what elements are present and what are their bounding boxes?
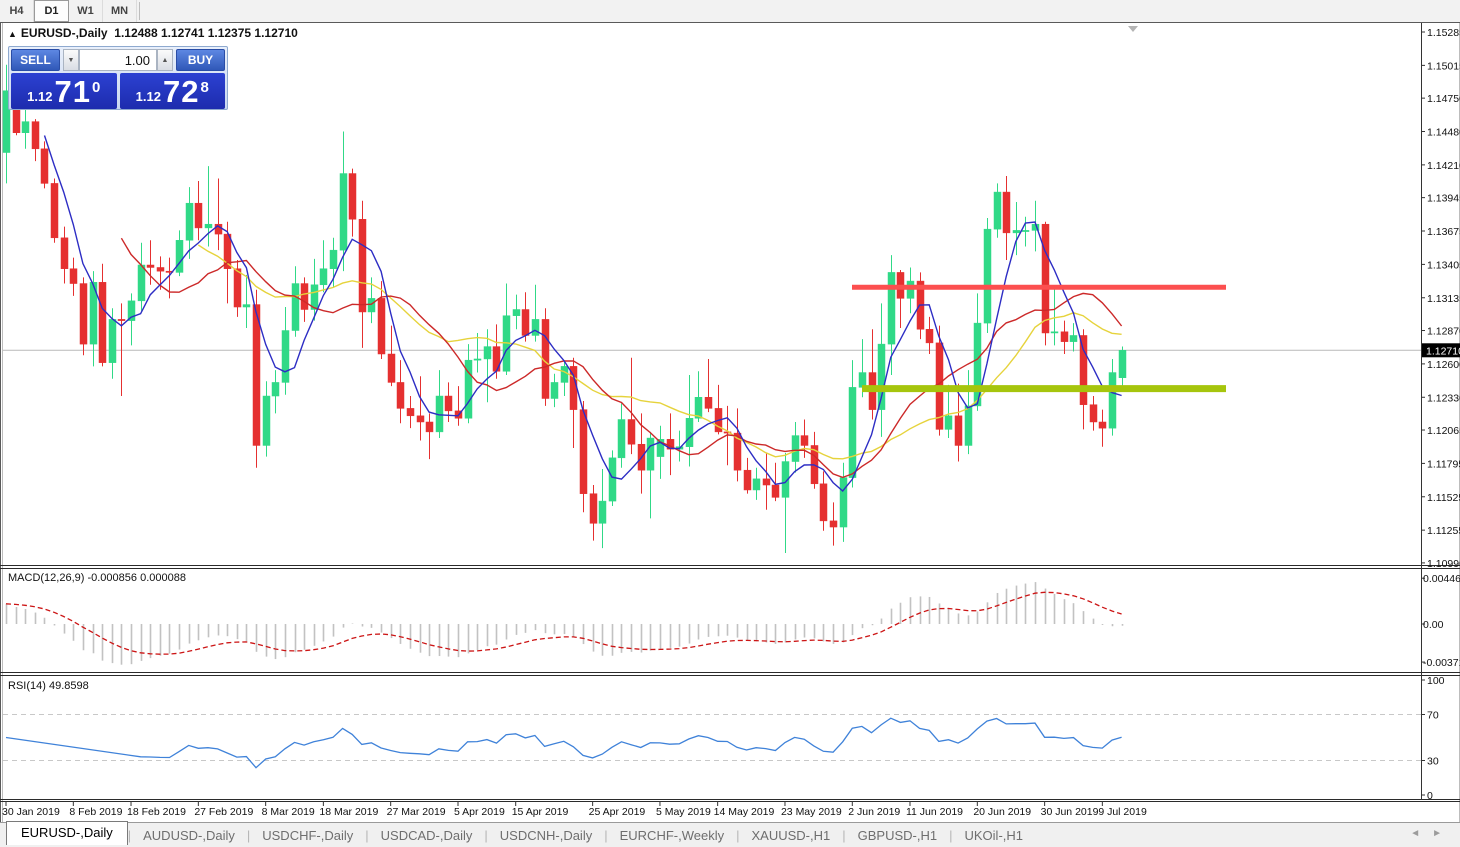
ask-big-digits: 72 [162, 74, 200, 109]
buy-button[interactable]: BUY [176, 49, 225, 71]
tab-separator: | [736, 828, 740, 843]
svg-text:0.004465: 0.004465 [1423, 573, 1460, 585]
symbol-tab-ukoil[interactable]: UKOil-,H1 [964, 828, 1024, 843]
timeframe-toolbar: H4 D1 W1 MN [0, 0, 1460, 23]
svg-text:2 Jun 2019: 2 Jun 2019 [848, 806, 900, 818]
svg-text:25 Apr 2019: 25 Apr 2019 [589, 806, 646, 818]
svg-text:8 Feb 2019: 8 Feb 2019 [69, 806, 122, 818]
symbol-tab-xauusd[interactable]: XAUUSD-,H1 [751, 828, 831, 843]
svg-text:5 May 2019: 5 May 2019 [656, 806, 711, 818]
volume-input[interactable]: 1.00 [79, 49, 157, 71]
svg-text:1.14480: 1.14480 [1427, 127, 1460, 139]
svg-text:1.12330: 1.12330 [1427, 392, 1460, 404]
bid-sup-digit: 0 [91, 79, 101, 96]
symbol-up-triangle-icon: ▲ [8, 29, 17, 39]
tab-separator: | [246, 828, 251, 843]
svg-text:27 Mar 2019: 27 Mar 2019 [387, 806, 446, 818]
svg-text:1.12710: 1.12710 [1426, 345, 1460, 357]
svg-text:5 Apr 2019: 5 Apr 2019 [454, 806, 505, 818]
svg-text:1.15015: 1.15015 [1427, 60, 1460, 72]
symbol-tab-usdcnh[interactable]: USDCNH-,Daily [499, 828, 593, 843]
symbol-tab-eurchf[interactable]: EURCHF-,Weekly [619, 828, 725, 843]
chart-title: ▲ EURUSD-,Daily 1.12488 1.12741 1.12375 1… [8, 26, 298, 40]
svg-text:RSI(14) 49.8598: RSI(14) 49.8598 [8, 680, 89, 692]
svg-text:1.11795: 1.11795 [1427, 458, 1460, 470]
sell-button[interactable]: SELL [11, 49, 60, 71]
down-arrow-icon: ▼ [67, 56, 75, 64]
svg-text:1.13405: 1.13405 [1427, 259, 1460, 271]
chart-title-symbol: EURUSD-,Daily [20, 26, 108, 40]
ask-quote[interactable]: 1.12 72 8 [119, 73, 225, 109]
svg-text:9 Jul 2019: 9 Jul 2019 [1098, 806, 1147, 818]
autoscroll-down-icon [1128, 26, 1138, 32]
bid-prefix: 1.12 [27, 89, 53, 104]
svg-text:100: 100 [1427, 675, 1445, 687]
tab-separator: | [127, 828, 132, 843]
one-click-trade-panel: SELL ▼ 1.00 ▲ BUY 1.12 71 0 1.12 72 8 [8, 46, 228, 110]
up-arrow-icon: ▲ [161, 56, 169, 64]
svg-text:1.13945: 1.13945 [1427, 193, 1460, 205]
symbol-tab-usdcad[interactable]: USDCAD-,Daily [380, 828, 473, 843]
svg-text:1.11255: 1.11255 [1427, 525, 1460, 537]
symbol-tab-audusd[interactable]: AUDUSD-,Daily [143, 828, 235, 843]
tab-scroll-right-button[interactable]: ► [1432, 828, 1454, 839]
bid-quote[interactable]: 1.12 71 0 [11, 73, 117, 109]
svg-text:11 Jun 2019: 11 Jun 2019 [906, 806, 963, 818]
svg-text:0: 0 [1427, 790, 1433, 802]
svg-text:30 Jun 2019: 30 Jun 2019 [1041, 806, 1099, 818]
svg-text:1.12600: 1.12600 [1427, 359, 1460, 371]
tab-separator: | [484, 828, 488, 843]
volume-decrement-button[interactable]: ▼ [63, 49, 79, 71]
timeframe-button-d1[interactable]: D1 [34, 0, 69, 22]
svg-text:1.15285: 1.15285 [1427, 27, 1460, 39]
svg-text:1.14750: 1.14750 [1427, 93, 1460, 105]
svg-text:1.12870: 1.12870 [1427, 326, 1460, 338]
svg-text:1.12065: 1.12065 [1427, 425, 1460, 437]
svg-text:15 Apr 2019: 15 Apr 2019 [512, 806, 569, 818]
ask-sup-digit: 8 [200, 79, 209, 96]
bid-big-digits: 71 [54, 74, 91, 109]
svg-text:70: 70 [1427, 710, 1439, 722]
svg-text:0.00: 0.00 [1423, 619, 1444, 631]
ask-prefix: 1.12 [135, 89, 161, 104]
svg-text:14 May 2019: 14 May 2019 [714, 806, 775, 818]
svg-text:30 Jan 2019: 30 Jan 2019 [2, 806, 60, 818]
tab-separator: | [949, 828, 953, 843]
symbol-tab-bar: EURUSD-,Daily | AUDUSD-,Daily | USDCHF-,Dail… [0, 820, 1460, 847]
symbol-tab-usdchf[interactable]: USDCHF-,Daily [262, 828, 354, 843]
chart-title-ohlc: 1.12488 1.12741 1.12375 1.12710 [114, 26, 298, 40]
svg-text:1.11525: 1.11525 [1427, 492, 1460, 504]
symbol-tab-gbpusd[interactable]: GBPUSD-,H1 [857, 828, 938, 843]
svg-text:20 Jun 2019: 20 Jun 2019 [973, 806, 1031, 818]
timeframe-button-h4[interactable]: H4 [0, 0, 34, 22]
volume-increment-button[interactable]: ▲ [157, 49, 173, 71]
svg-text:1.13135: 1.13135 [1427, 293, 1460, 305]
svg-text:8 Mar 2019: 8 Mar 2019 [262, 806, 315, 818]
svg-text:1.13675: 1.13675 [1427, 226, 1460, 238]
tab-separator: | [842, 828, 846, 843]
svg-text:23 May 2019: 23 May 2019 [781, 806, 842, 818]
symbol-tab-eurusd[interactable]: EURUSD-,Daily [6, 820, 128, 845]
timeframe-button-w1[interactable]: W1 [69, 0, 103, 22]
svg-text:MACD(12,26,9) -0.000856 0.0000: MACD(12,26,9) -0.000856 0.000088 [8, 572, 186, 584]
tab-scroll-arrows: ◄► [1410, 828, 1454, 839]
tab-list: EURUSD-,Daily | AUDUSD-,Daily | USDCHF-,Dail… [0, 820, 1035, 846]
tab-separator: | [604, 828, 608, 843]
svg-text:27 Feb 2019: 27 Feb 2019 [194, 806, 253, 818]
svg-text:18 Feb 2019: 18 Feb 2019 [127, 806, 186, 818]
svg-text:1.14210: 1.14210 [1427, 160, 1460, 172]
svg-text:18 Mar 2019: 18 Mar 2019 [319, 806, 378, 818]
timeframe-button-mn[interactable]: MN [103, 0, 137, 22]
tab-separator: | [365, 828, 369, 843]
toolbar-separator [139, 2, 140, 20]
tab-scroll-left-button[interactable]: ◄ [1410, 828, 1433, 839]
svg-text:30: 30 [1427, 756, 1439, 768]
